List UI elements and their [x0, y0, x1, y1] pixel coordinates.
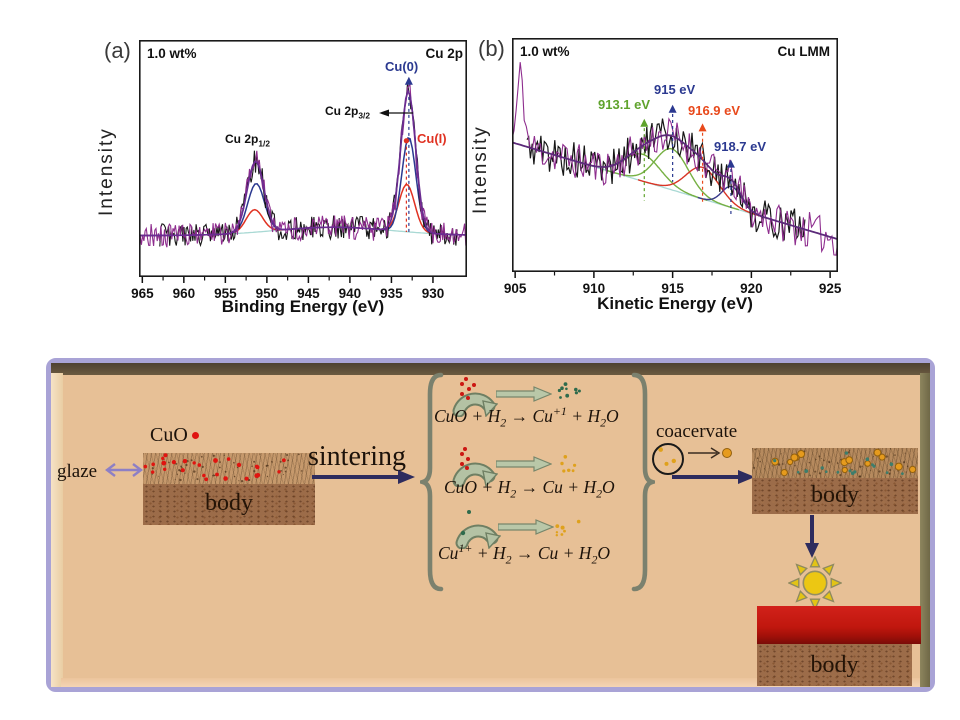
cuo-dot	[192, 432, 199, 439]
svg-text:955: 955	[214, 286, 237, 301]
glaze-double-arrow-icon	[105, 463, 143, 477]
curve-measured-data-black	[526, 118, 806, 241]
red-glaze-block	[757, 606, 921, 644]
cu0-peak-label: Cu(0)	[385, 59, 419, 74]
cu2p32-pointer-arrow-icon	[379, 109, 413, 117]
svg-text:940: 940	[339, 286, 362, 301]
left-brace	[420, 372, 444, 592]
peak-915-label: 915 eV	[654, 82, 696, 97]
reduction-arch-arrow-icon	[452, 377, 498, 417]
reaction-arrow-icon	[498, 519, 554, 535]
spectrum-b-plot: 905 910 915 920 925	[504, 38, 842, 296]
svg-text:960: 960	[173, 286, 196, 301]
panel-a-sample-label: 1.0 wt%	[147, 46, 197, 61]
to-body-arrow-icon	[672, 470, 755, 484]
coacervate-label: coacervate	[656, 421, 738, 442]
cu2p32-main: Cu 2p	[325, 104, 359, 118]
coacervate-circle	[652, 443, 684, 475]
body1-label: body	[205, 490, 253, 516]
curve-fit-envelope	[139, 88, 467, 237]
reaction-arrow-icon	[496, 386, 552, 402]
reaction-equation-3: Cu1+ + H2 → Cu + H2O	[438, 541, 611, 567]
svg-text:945: 945	[297, 286, 320, 301]
coacervate-particle	[722, 448, 732, 458]
svg-text:965: 965	[131, 286, 154, 301]
frame-bevel-top	[51, 363, 930, 375]
cu2p12-main: Cu 2p	[225, 132, 259, 146]
curve-red-component-916.9	[637, 166, 765, 218]
panel-b-region-label: Cu LMM	[777, 44, 830, 59]
cu2p12-label: Cu 2p1/2	[225, 132, 270, 148]
glaze-label: glaze	[57, 461, 98, 482]
panel-b-sample-label: 1.0 wt%	[520, 44, 570, 59]
peak-9187-label: 918.7 eV	[714, 139, 767, 154]
reaction-arrow-icon	[496, 456, 552, 472]
cu2p32-sub: 3/2	[358, 110, 370, 121]
mechanism-diagram-panel: CuO glaze body sintering	[46, 358, 935, 692]
coacervate-arrow-icon	[688, 447, 721, 459]
curve-Cu(0)-component	[139, 136, 467, 237]
panel-a-ylabel: Intensity	[96, 127, 117, 217]
cu-product-dots	[556, 451, 584, 475]
svg-text:915: 915	[661, 281, 684, 296]
spectra-row: (a) Intensity 965 960 955 950 945 940 935 930 1…	[0, 0, 960, 345]
panel-b-ylabel: Intensity	[470, 125, 491, 215]
svg-text:935: 935	[380, 286, 403, 301]
cuo-legend-label: CuO	[150, 424, 188, 446]
svg-text:950: 950	[256, 286, 279, 301]
ceramic-block-before: body	[143, 453, 315, 525]
body-layer: body	[752, 478, 918, 514]
curve-fit-envelope	[512, 134, 838, 241]
panel-a-xlabel: Binding Energy (eV)	[221, 297, 385, 316]
peak-9169-label: 916.9 eV	[688, 103, 741, 118]
reduction-arch-arrow-icon	[455, 510, 501, 549]
cu1-peak-label: Cu(I)	[417, 131, 447, 146]
right-brace	[631, 372, 655, 592]
frame-bevel-right	[920, 373, 930, 687]
down-arrow-icon	[805, 515, 819, 558]
final-body-block: body	[757, 644, 912, 686]
cu2p32-label: Cu 2p3/2	[325, 104, 370, 120]
ceramic-block-after: body	[752, 448, 918, 514]
panel-a-tag: (a)	[104, 38, 131, 63]
peak-913-label: 913.1 eV	[598, 97, 651, 112]
curve-raw-data-purple	[512, 62, 838, 256]
body-layer: body	[143, 484, 315, 525]
panel-b-tag: (b)	[478, 36, 505, 61]
svg-text:905: 905	[504, 281, 527, 296]
sintering-label: sintering	[308, 441, 406, 472]
svg-text:925: 925	[819, 281, 842, 296]
panel-b-xlabel: Kinetic Energy (eV)	[597, 294, 753, 313]
cu-product-dots	[554, 515, 582, 539]
reaction-equation-2: CuO + H2 → Cu + H2O	[444, 477, 615, 501]
cu1-product-dots	[552, 381, 582, 405]
spectrum-a-plot: 965 960 955 950 945 940 935 930	[131, 40, 467, 301]
svg-text:920: 920	[740, 281, 763, 296]
body3-label: body	[810, 652, 859, 678]
cu2p12-sub: 1/2	[258, 138, 270, 149]
frame-bevel-left	[51, 373, 63, 687]
glaze-layer-with-cu-colloids	[752, 448, 918, 478]
svg-text:910: 910	[583, 281, 606, 296]
glaze-layer-with-cuo	[143, 453, 315, 484]
reaction-equation-1: CuO + H2 → Cu+1 + H2O	[434, 404, 619, 430]
sintering-arrow-icon	[312, 470, 415, 484]
sun-icon	[788, 556, 842, 610]
reduction-arch-arrow-icon	[452, 447, 498, 487]
panel-a-region-label: Cu 2p	[425, 46, 463, 61]
body2-label: body	[811, 482, 859, 508]
svg-text:930: 930	[422, 286, 445, 301]
